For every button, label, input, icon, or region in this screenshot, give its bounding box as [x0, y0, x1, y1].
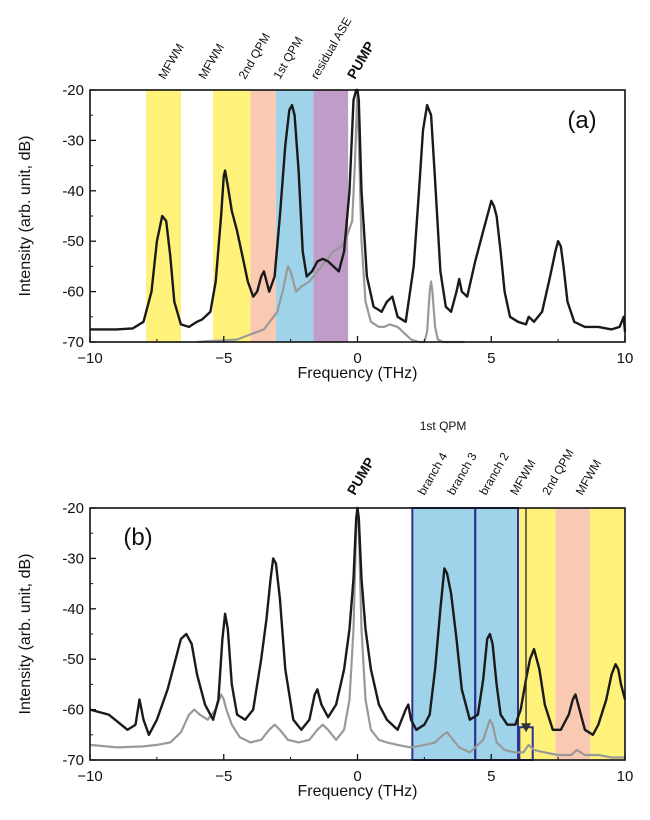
x-tick-label: −10 [77, 350, 102, 367]
highlight-band [313, 90, 349, 342]
group-label: 1st QPM [420, 419, 467, 433]
band-label: MFWM [507, 457, 538, 497]
x-tick-label: 10 [617, 350, 634, 367]
spectrum-line-black [90, 88, 627, 333]
y-tick-label: -20 [62, 82, 84, 99]
panel-b: −10 −5 0 5 10 -70 -60 -50 -40 -30 -20 Frequency (TH… [17, 419, 633, 800]
y-tick-label: -50 [62, 651, 84, 668]
x-axis-label: Frequency (THz) [297, 365, 417, 382]
x-tick-label: 0 [353, 350, 361, 367]
band-label: 2nd QPM [236, 31, 273, 82]
band-label: 1st QPM [270, 34, 305, 81]
x-tick-label: −10 [77, 768, 102, 785]
highlight-band [590, 508, 625, 760]
highlight-band [412, 508, 476, 760]
y-tick-label: -50 [62, 233, 84, 250]
band-label: 2nd QPM [539, 447, 576, 498]
band-label: MFWM [573, 457, 604, 497]
band-label: PUMP [344, 38, 378, 81]
y-axis-label: Intensity (arb. unit, dB) [17, 136, 34, 297]
y-tick-label: -30 [62, 132, 84, 149]
y-axis-label: Intensity (arb. unit, dB) [17, 554, 34, 715]
y-tick-label: -30 [62, 550, 84, 567]
y-tick-label: -60 [62, 284, 84, 301]
y-tick-label: -20 [62, 500, 84, 517]
x-tick-label: 10 [617, 768, 634, 785]
highlight-band [250, 90, 276, 342]
y-tick-label: -40 [62, 183, 84, 200]
y-tick-label: -40 [62, 601, 84, 618]
band-label: PUMP [344, 454, 378, 497]
panel-a: −10 −5 0 5 10 -70 -60 -50 -40 -30 -20 Frequency (TH… [17, 15, 633, 382]
y-tick-label: -70 [62, 334, 84, 351]
spectrum-line-black [89, 506, 627, 736]
band-label: MFWM [155, 41, 186, 81]
panel-label: (b) [123, 524, 152, 551]
x-axis-label: Frequency (THz) [297, 783, 417, 800]
y-tick-label: -60 [62, 702, 84, 719]
x-tick-label: −5 [215, 768, 232, 785]
panel-label: (a) [567, 107, 596, 134]
x-tick-label: −5 [215, 350, 232, 367]
highlight-band [555, 508, 591, 760]
highlight-band [475, 508, 518, 760]
arrow-head [521, 723, 532, 733]
x-tick-label: 0 [353, 768, 361, 785]
band-label: MFWM [195, 41, 226, 81]
x-tick-label: 5 [487, 350, 495, 367]
y-tick-label: -70 [62, 752, 84, 769]
highlight-band [213, 90, 251, 342]
x-tick-label: 5 [487, 768, 495, 785]
